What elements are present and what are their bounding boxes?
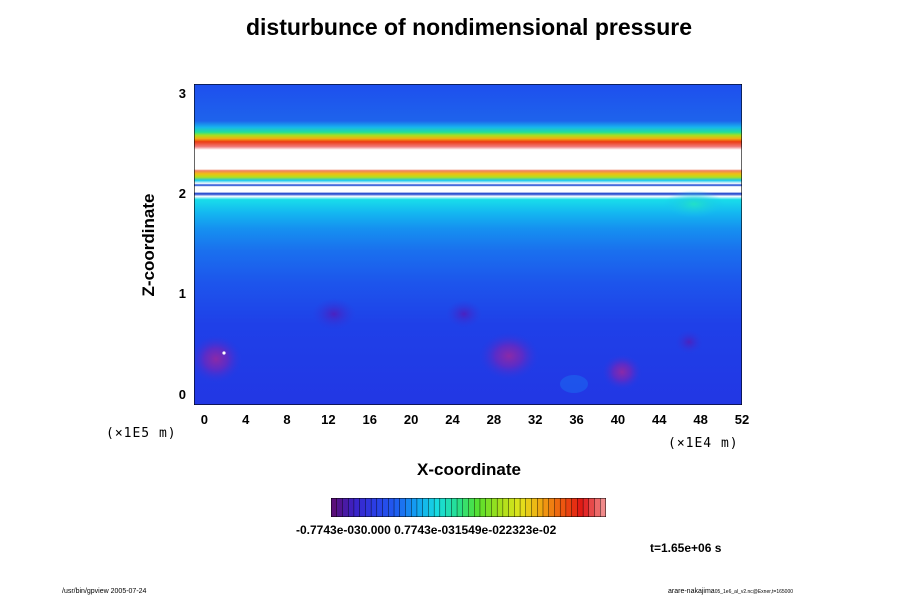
- x-tick-label: 16: [362, 412, 377, 427]
- footer-source: arare-nakajima05_1e6_al_v2.nc@Exner,t=16…: [668, 588, 793, 595]
- colorbar-swatch: [347, 498, 355, 517]
- colorbar-swatch: [331, 498, 338, 517]
- x-tick-label: 0: [200, 412, 208, 427]
- y-tick-label: 2: [178, 186, 186, 201]
- x-axis-unit: (×1E4 m): [668, 436, 739, 451]
- colorbar-swatch: [359, 498, 366, 517]
- colorbar-label: -0.7743e-03: [296, 523, 361, 537]
- x-tick-label: 12: [321, 412, 336, 427]
- colorbar-swatch: [537, 498, 544, 517]
- colorbar-swatch: [554, 498, 561, 517]
- colorbar-swatch: [582, 498, 590, 517]
- contour-plot-area: [194, 84, 742, 405]
- colorbar-swatch: [428, 498, 435, 517]
- colorbar-swatch: [577, 498, 584, 517]
- colorbar-swatch: [456, 498, 464, 517]
- colorbar-swatch: [479, 498, 487, 517]
- colorbar-swatch: [514, 498, 521, 517]
- colorbar-swatch: [445, 498, 452, 517]
- colorbar-swatch: [525, 498, 533, 517]
- colorbar-swatch: [496, 498, 504, 517]
- x-tick-label: 40: [610, 412, 626, 427]
- colorbar-swatch: [370, 498, 378, 517]
- colorbar-swatch: [342, 498, 349, 517]
- colorbar-swatch: [508, 498, 515, 517]
- colorbar-swatch: [382, 498, 389, 517]
- colorbar-swatch: [422, 498, 429, 517]
- colorbar-swatch: [594, 498, 601, 517]
- colorbar-swatch: [468, 498, 475, 517]
- colorbar-label: 0.000: [360, 523, 391, 537]
- colorbar-swatch: [405, 498, 412, 517]
- x-tick-label: 28: [486, 412, 502, 427]
- colorbar-swatch: [548, 498, 555, 517]
- colorbar-swatch: [502, 498, 510, 517]
- colorbar-label: 0.7743e-03: [394, 523, 455, 537]
- y-axis-unit: (×1E5 m): [106, 426, 177, 441]
- colorbar-swatch: [559, 498, 567, 517]
- x-tick-label: 32: [527, 412, 543, 427]
- colorbar-swatch: [451, 498, 458, 517]
- x-tick-label: 52: [734, 412, 750, 427]
- colorbar-swatch: [336, 498, 343, 517]
- colorbar-labels: -0.7743e-030.000 0.7743e-031549e-022323e…: [296, 523, 556, 537]
- x-axis-label: X-coordinate: [417, 460, 521, 479]
- colorbar-swatch: [588, 498, 596, 517]
- x-tick-label: 4: [242, 412, 250, 427]
- colorbar-swatch: [462, 498, 470, 517]
- time-stamp: t=1.65e+06 s: [650, 541, 722, 555]
- y-axis-label: Z-coordinate: [139, 193, 158, 297]
- x-tick-label: 20: [403, 412, 419, 427]
- colorbar: [331, 498, 606, 517]
- colorbar-swatch: [600, 498, 606, 517]
- colorbar-swatch: [485, 498, 492, 517]
- colorbar-swatch: [393, 498, 401, 517]
- x-tick-label: 36: [569, 412, 584, 427]
- colorbar-swatch: [365, 498, 372, 517]
- colorbar-swatch: [399, 498, 406, 517]
- colorbar-swatch: [433, 498, 441, 517]
- colorbar-swatch: [353, 498, 361, 517]
- x-tick-label: 44: [652, 412, 667, 427]
- colorbar-swatch: [474, 498, 481, 517]
- colorbar-swatch: [542, 498, 550, 517]
- colorbar-swatch: [416, 498, 424, 517]
- x-tick-label: 8: [283, 412, 291, 427]
- colorbar-swatch: [491, 498, 498, 517]
- colorbar-swatch: [531, 498, 538, 517]
- footer-command: /usr/bin/gpview 2005-07-24: [62, 588, 147, 595]
- colorbar-swatch: [519, 498, 527, 517]
- colorbar-swatch: [571, 498, 578, 517]
- chart-title: disturbunce of nondimensional pressure: [245, 14, 692, 40]
- y-tick-label: 0: [178, 387, 186, 402]
- colorbar-swatch: [439, 498, 447, 517]
- colorbar-swatch: [376, 498, 384, 517]
- y-tick-label: 3: [178, 86, 186, 101]
- x-tick-label: 24: [445, 412, 460, 427]
- colorbar-swatch: [565, 498, 573, 517]
- footer-author: arare-nakajima: [668, 588, 715, 595]
- y-tick-label: 1: [178, 286, 186, 301]
- colorbar-swatch: [388, 498, 395, 517]
- colorbar-label: 1549e-02: [454, 523, 506, 537]
- colorbar-label: 2323e-02: [505, 523, 557, 537]
- footer-file: 05_1e6_al_v2.nc@Exner,t=165000: [714, 589, 794, 595]
- x-tick-label: 48: [693, 412, 708, 427]
- colorbar-swatch: [411, 498, 418, 517]
